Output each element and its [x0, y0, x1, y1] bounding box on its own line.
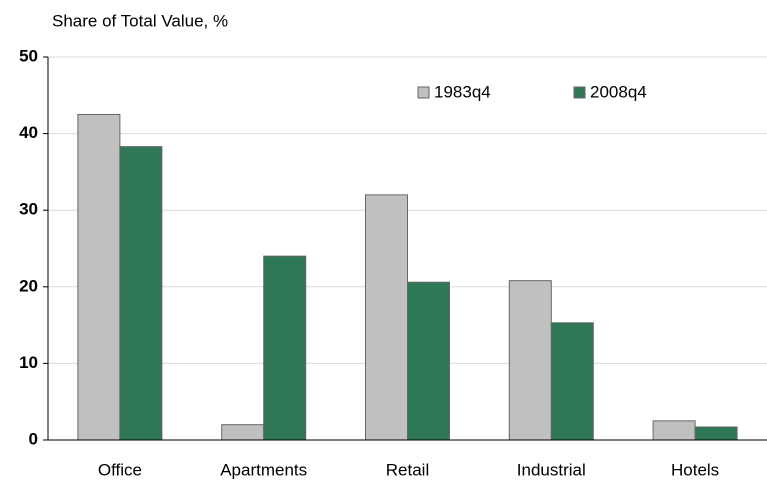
chart-title: Share of Total Value, %	[52, 11, 228, 30]
legend-label: 2008q4	[590, 82, 647, 101]
y-tick-label: 20	[19, 276, 38, 295]
legend-label: 1983q4	[434, 82, 491, 101]
bar	[694, 426, 738, 441]
bar	[221, 424, 265, 441]
bar	[508, 280, 552, 441]
x-tick-label: Hotels	[671, 460, 719, 479]
x-tick-label: Office	[98, 460, 142, 479]
y-tick-label: 50	[19, 46, 38, 65]
legend-swatch	[417, 86, 430, 99]
x-tick-label: Apartments	[220, 460, 307, 479]
y-tick-label: 0	[29, 429, 38, 448]
bar	[652, 420, 696, 441]
legend-swatch	[573, 86, 586, 99]
bar	[77, 113, 121, 441]
x-tick-label: Retail	[386, 460, 429, 479]
bar	[365, 194, 408, 441]
bar	[119, 146, 163, 441]
bar	[550, 322, 594, 441]
y-tick-label: 30	[19, 200, 38, 219]
bar	[407, 281, 450, 441]
bar	[263, 255, 307, 441]
y-tick-label: 10	[19, 353, 38, 372]
x-tick-label: Industrial	[517, 460, 586, 479]
y-tick-label: 40	[19, 123, 38, 142]
